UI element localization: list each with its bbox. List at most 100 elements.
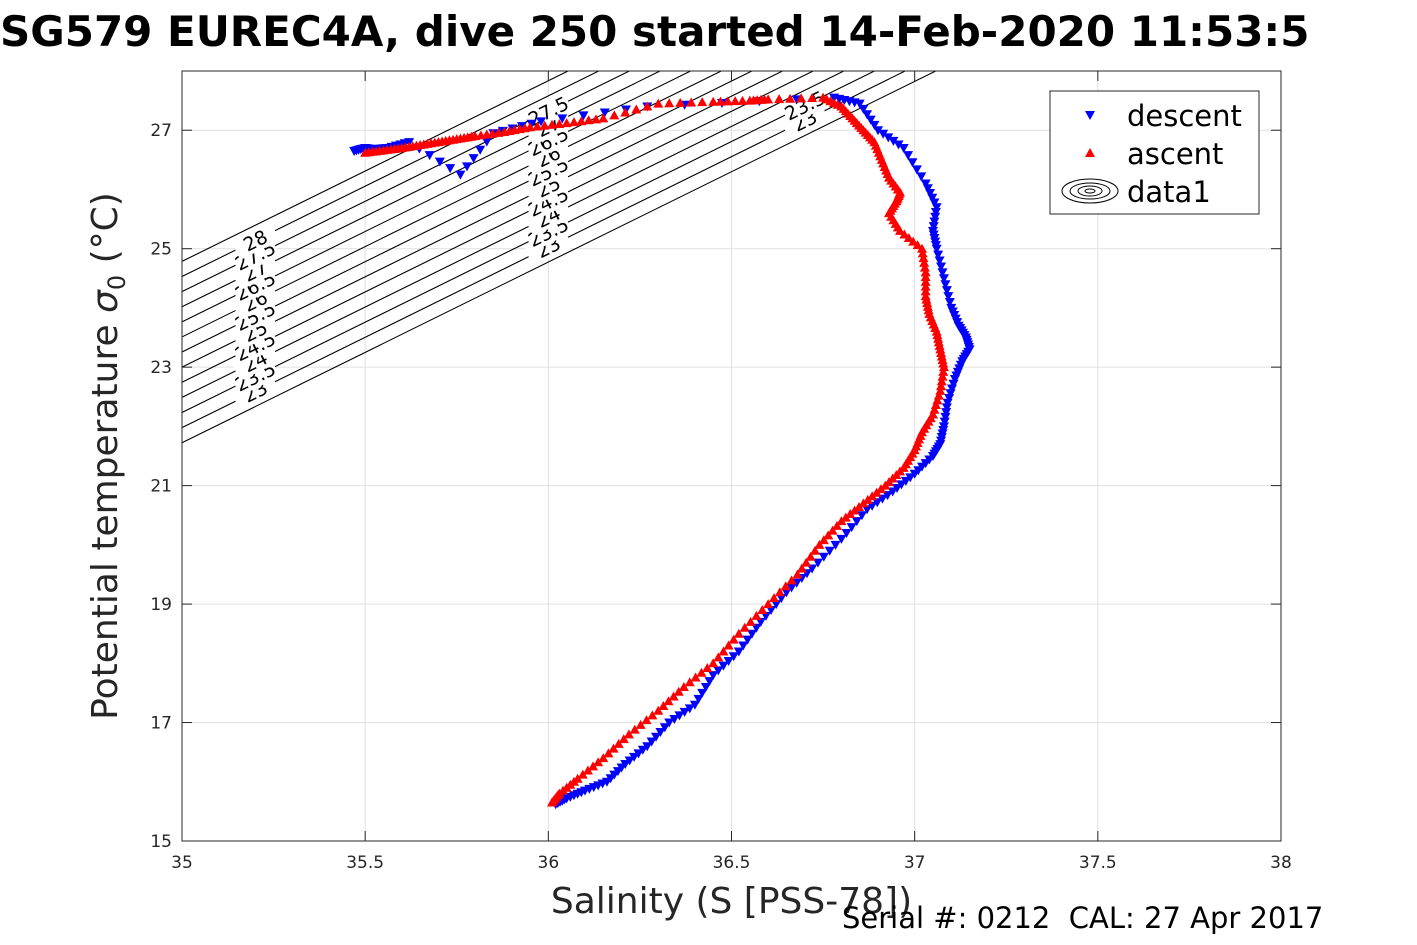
ascent-point bbox=[871, 487, 882, 497]
ascent-point bbox=[920, 286, 931, 296]
ascent-point bbox=[618, 734, 629, 744]
ascent-point bbox=[796, 93, 807, 103]
ascent-point bbox=[718, 646, 729, 656]
ascent-point bbox=[919, 257, 930, 267]
ascent-point bbox=[730, 96, 741, 106]
descent-point bbox=[941, 403, 952, 413]
descent-point bbox=[869, 120, 880, 130]
ascent-point bbox=[673, 686, 684, 696]
descent-point bbox=[944, 393, 955, 403]
ascent-point bbox=[623, 729, 634, 739]
legend-marker-ascent bbox=[1085, 148, 1095, 157]
x-axis-label: Salinity (S [PSS-78]) bbox=[551, 881, 912, 922]
legend-box bbox=[1049, 90, 1260, 215]
descent-point bbox=[455, 170, 466, 180]
x-tick-label: 37.5 bbox=[1079, 853, 1117, 873]
descent-point bbox=[733, 647, 744, 657]
ascent-point bbox=[675, 97, 686, 107]
descent-point bbox=[659, 723, 670, 733]
y-tick-label: 25 bbox=[150, 240, 172, 260]
ascent-point bbox=[796, 563, 807, 573]
y-tick-label: 21 bbox=[150, 477, 172, 497]
descent-point bbox=[941, 408, 952, 418]
descent-point bbox=[873, 126, 884, 136]
descent-point bbox=[931, 203, 942, 213]
descent-point bbox=[911, 165, 922, 175]
ascent-point bbox=[546, 119, 557, 129]
descent-point bbox=[646, 737, 657, 747]
isopycnal-line bbox=[182, 71, 600, 277]
ascent-series bbox=[360, 92, 949, 807]
legend-label-data1: data1 bbox=[1127, 175, 1211, 209]
ascent-point bbox=[814, 539, 825, 549]
descent-point bbox=[536, 117, 547, 127]
ascent-point bbox=[936, 381, 947, 391]
descent-point bbox=[599, 108, 610, 118]
descent-point bbox=[462, 162, 473, 172]
ascent-point bbox=[853, 501, 864, 511]
descent-point bbox=[934, 256, 945, 266]
serial-cal-footer: Serial #: 0212 CAL: 27 Apr 2017 bbox=[842, 901, 1324, 935]
descent-point bbox=[766, 606, 777, 615]
descent-point bbox=[942, 398, 953, 408]
isopycnal-line bbox=[182, 71, 784, 368]
descent-point bbox=[854, 99, 865, 109]
descent-point bbox=[526, 119, 537, 129]
y-tick-label: 19 bbox=[150, 595, 172, 615]
descent-point bbox=[664, 718, 675, 728]
ascent-point bbox=[620, 107, 631, 117]
ascent-point bbox=[768, 593, 779, 603]
legend-label-descent: descent bbox=[1127, 99, 1242, 133]
ascent-point bbox=[840, 512, 851, 522]
ascent-point bbox=[598, 753, 609, 763]
ascent-point bbox=[867, 491, 878, 501]
descent-point bbox=[862, 505, 873, 515]
ascent-point bbox=[653, 98, 664, 108]
ascent-point bbox=[903, 233, 914, 243]
ascent-point bbox=[728, 634, 739, 644]
ascent-point bbox=[792, 569, 803, 579]
descent-point bbox=[651, 732, 662, 742]
descent-point bbox=[824, 546, 835, 556]
descent-point bbox=[893, 140, 904, 150]
descent-point bbox=[925, 189, 936, 199]
descent-point bbox=[700, 683, 711, 692]
isopycnal-line bbox=[182, 71, 846, 398]
ascent-point bbox=[708, 658, 719, 668]
y-tick-label: 23 bbox=[150, 358, 172, 378]
ascent-point bbox=[583, 115, 594, 125]
descent-point bbox=[929, 198, 940, 208]
ascent-point bbox=[631, 104, 642, 114]
ascent-point bbox=[568, 117, 579, 127]
ascent-point bbox=[532, 121, 543, 131]
ascent-point bbox=[810, 545, 821, 555]
ascent-point bbox=[937, 371, 948, 381]
ascent-point bbox=[918, 253, 929, 263]
ascent-point bbox=[539, 120, 550, 130]
descent-point bbox=[937, 268, 948, 278]
ascent-point bbox=[920, 272, 931, 282]
descent-point bbox=[883, 133, 894, 143]
legend-contour-ring bbox=[1077, 185, 1103, 197]
descent-point bbox=[862, 110, 873, 120]
descent-point bbox=[557, 114, 568, 124]
descent-point bbox=[475, 145, 486, 155]
ascent-point bbox=[664, 98, 675, 108]
descent-point bbox=[776, 594, 787, 604]
ascent-point bbox=[938, 362, 949, 372]
descent-point bbox=[807, 564, 818, 574]
ascent-point bbox=[785, 93, 796, 103]
descent-point bbox=[851, 517, 862, 527]
legend-marker-descent bbox=[1085, 111, 1095, 120]
isopycnal-line bbox=[182, 71, 876, 413]
legend-contour-ring bbox=[1069, 182, 1111, 200]
descent-point bbox=[674, 711, 685, 721]
descent-point bbox=[938, 274, 949, 284]
descent-point bbox=[943, 292, 954, 302]
contour-label-bg bbox=[523, 91, 573, 131]
ascent-point bbox=[801, 557, 812, 567]
descent-point bbox=[846, 523, 857, 533]
descent-point bbox=[922, 184, 933, 194]
descent-point bbox=[920, 179, 931, 189]
descent-point bbox=[718, 661, 729, 671]
